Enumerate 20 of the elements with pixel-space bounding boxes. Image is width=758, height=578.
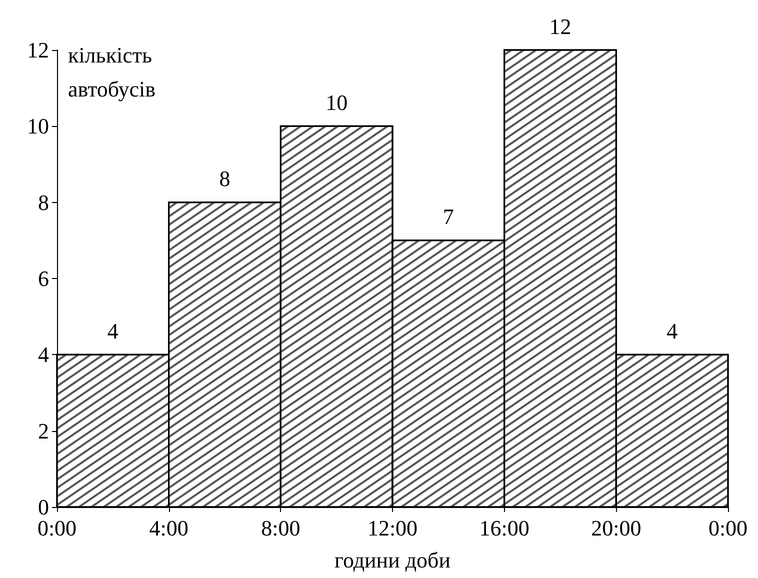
y-tick-label: 6 [38, 266, 49, 291]
data-label: 4 [666, 318, 678, 344]
x-tick-label: 16:00 [479, 516, 530, 540]
x-tick-label: 20:00 [591, 516, 642, 540]
x-tick-label: 4:00 [149, 516, 188, 540]
y-tick-label: 10 [27, 114, 49, 139]
y-tick-label: 2 [38, 418, 49, 444]
x-tick-label: 12:00 [367, 516, 418, 540]
y-tick-label: 12 [27, 38, 49, 62]
data-label: 12 [549, 14, 572, 39]
y-tick-label: 8 [38, 190, 49, 215]
x-tick-label: 8:00 [261, 516, 300, 540]
data-label: 7 [442, 204, 454, 230]
data-label: 10 [326, 90, 348, 115]
y-axis-title: кількість автобусів [68, 42, 156, 102]
data-label: 8 [219, 166, 230, 192]
x-tick-label: 0:00 [708, 516, 748, 540]
data-label: 4 [107, 318, 118, 344]
y-tick-label: 4 [38, 342, 49, 368]
x-axis-title: години доби [334, 548, 451, 572]
